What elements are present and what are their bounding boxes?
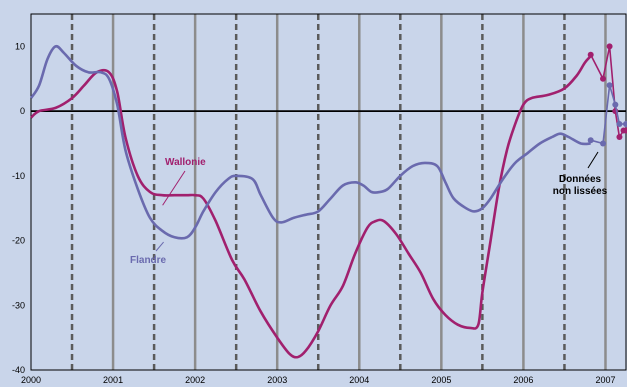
data-point-flandre-donn-es-non-liss-es (612, 101, 619, 108)
y-tick-label: -20 (12, 236, 25, 246)
plot-area (31, 14, 626, 370)
data-point-flandre-donn-es-non-liss-es (623, 121, 627, 128)
x-tick-label: 2005 (431, 375, 451, 385)
data-point-flandre-donn-es-non-liss-es (616, 121, 623, 128)
donnees-label-line: Données (559, 174, 602, 185)
donnees-pointer (587, 151, 599, 169)
data-point-wallonie-donn-es-non-liss-es (616, 133, 623, 140)
data-point-wallonie-donn-es-non-liss-es (587, 51, 594, 58)
data-point-wallonie-donn-es-non-liss-es (606, 43, 613, 50)
plot-frame (30, 13, 627, 371)
flandre-pointer (155, 241, 164, 252)
wallonie-label: Wallonie (165, 157, 206, 168)
y-tick-label: -40 (12, 365, 25, 375)
x-tick-label: 2004 (349, 375, 369, 385)
data-point-flandre-donn-es-non-liss-es (587, 137, 594, 144)
data-point-wallonie-donn-es-non-liss-es (600, 75, 607, 82)
x-tick-label: 2003 (267, 375, 287, 385)
x-tick-label: 2000 (21, 375, 41, 385)
donnees-label: Données non lissées (553, 174, 608, 197)
series-line-flandre (29, 44, 591, 240)
x-tick-label: 2007 (595, 375, 615, 385)
x-tick-label: 2006 (513, 375, 533, 385)
y-tick-label: -10 (12, 171, 25, 181)
data-point-flandre-donn-es-non-liss-es (606, 82, 613, 89)
wallonie-pointer (162, 170, 186, 206)
y-tick-label: 0 (20, 106, 25, 116)
x-tick-label: 2002 (185, 375, 205, 385)
donnees-label-line: non lissées (553, 186, 608, 197)
y-tick-label: -30 (12, 300, 25, 310)
y-tick-label: 10 (15, 41, 25, 51)
series-line-wallonie (30, 55, 592, 359)
data-point-wallonie-donn-es-non-liss-es (623, 127, 627, 134)
flandre-label: Flandre (130, 255, 167, 266)
x-tick-label: 2001 (103, 375, 123, 385)
data-point-flandre-donn-es-non-liss-es (600, 140, 607, 147)
